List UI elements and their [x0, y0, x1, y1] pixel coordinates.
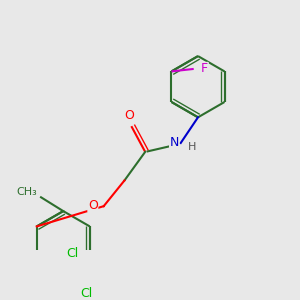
Text: CH₃: CH₃	[17, 187, 38, 197]
Text: Cl: Cl	[80, 287, 92, 300]
Text: N: N	[169, 136, 179, 149]
Text: H: H	[188, 142, 196, 152]
Text: Cl: Cl	[67, 247, 79, 260]
Text: F: F	[201, 62, 208, 75]
Text: O: O	[124, 109, 134, 122]
Text: O: O	[88, 199, 98, 212]
